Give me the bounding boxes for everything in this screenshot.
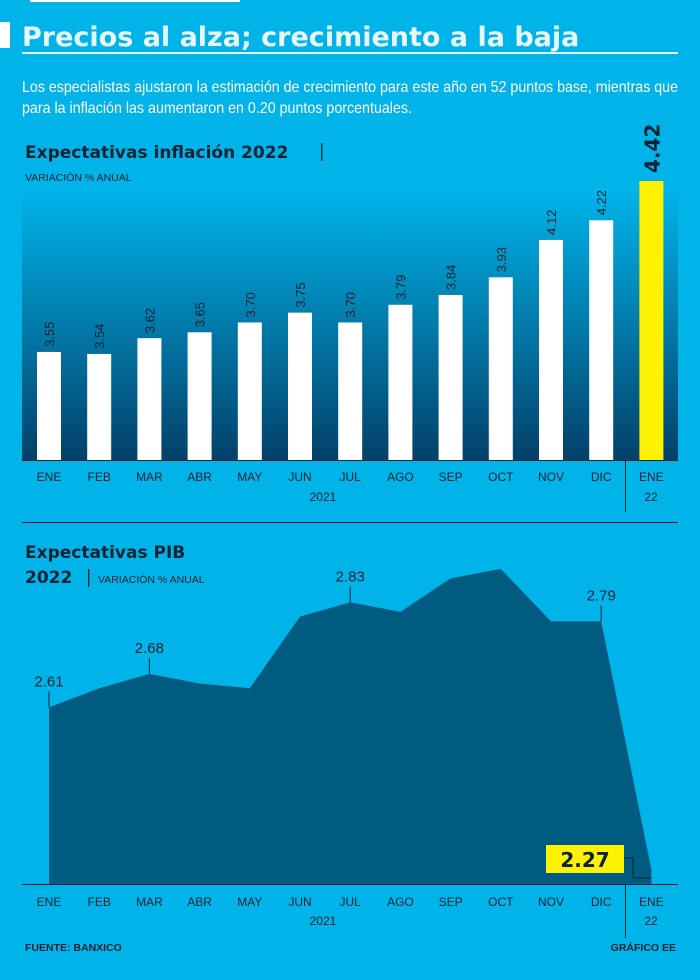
bar-x-tick: SEP bbox=[439, 470, 463, 484]
bar-value-label: 3.79 bbox=[393, 274, 408, 299]
highlight-label-box bbox=[546, 845, 624, 873]
top-rule bbox=[30, 0, 240, 2]
bar-x-tick: JUN bbox=[288, 470, 311, 484]
bar-year-2021: 2021 bbox=[310, 490, 337, 504]
bar-value-label: 4.42 bbox=[640, 124, 664, 173]
bar-chart-axis bbox=[22, 460, 678, 461]
area-x-tick: SEP bbox=[439, 895, 463, 909]
bar-1 bbox=[87, 353, 112, 460]
bar-x-tick: MAY bbox=[237, 470, 262, 484]
bar-value-label: 3.70 bbox=[343, 292, 358, 317]
area-series: ENE FEB MAR ABR MAY JUN JUL AGO SEP OCT NOV DIC ENE 2… bbox=[34, 568, 663, 909]
leader-line bbox=[624, 857, 652, 879]
area-x-tick: ENE bbox=[37, 895, 62, 909]
bar-value-label: 3.62 bbox=[142, 308, 157, 333]
bar-x-tick: MAR bbox=[136, 470, 163, 484]
area-value-label: 2.27 bbox=[560, 848, 609, 872]
area-value-label: 2.61 bbox=[34, 673, 63, 690]
bar-12 bbox=[639, 181, 664, 460]
bar-series: 3.55 ENE 3.54 FEB 3.62 MAR 3.65 ABR 3.70 MAY 3.75 J… bbox=[37, 124, 665, 484]
bar-5 bbox=[288, 312, 312, 460]
section-divider bbox=[22, 522, 678, 523]
bar-value-label: 4.22 bbox=[594, 190, 609, 215]
area-year-2022: 22 bbox=[644, 914, 658, 928]
bar-10 bbox=[539, 239, 563, 460]
bar-value-label: 3.54 bbox=[92, 324, 107, 349]
subtitle-line-2: para la inflación las aumentaron en 0.20… bbox=[22, 100, 412, 117]
subtitle-line-1: Los especialistas ajustaron la estimació… bbox=[22, 79, 678, 96]
bar-value-label: 3.55 bbox=[42, 322, 57, 347]
bar-chart-ylabel: VARIACIÓN % ANUAL bbox=[25, 171, 132, 184]
bar-2 bbox=[137, 338, 162, 460]
bar-value-label: 4.12 bbox=[544, 210, 559, 235]
area-x-tick: DIC bbox=[591, 895, 612, 909]
area-value-label: 2.68 bbox=[135, 640, 164, 657]
bar-7 bbox=[388, 304, 413, 460]
bar-chart-title: Expectativas inflación 2022 bbox=[25, 143, 288, 163]
bar-x-tick: DIC bbox=[591, 470, 612, 484]
area-year-2021: 2021 bbox=[310, 914, 337, 928]
page-title: Precios al alza; crecimiento a la baja bbox=[22, 22, 579, 53]
credit-note: GRÁFICO EE bbox=[611, 941, 676, 954]
area-x-tick: OCT bbox=[488, 895, 514, 909]
area-value-label: 2.83 bbox=[336, 568, 365, 585]
area-x-tick: MAY bbox=[237, 895, 262, 909]
area-x-tick: JUN bbox=[288, 895, 311, 909]
bar-value-label: 3.93 bbox=[494, 247, 509, 272]
bar-x-tick: AGO bbox=[387, 470, 414, 484]
area-x-tick: FEB bbox=[88, 895, 111, 909]
title-marker bbox=[0, 22, 10, 48]
bar-x-tick: ENE bbox=[639, 470, 664, 484]
bar-value-label: 3.70 bbox=[243, 292, 258, 317]
area-year-divider bbox=[625, 884, 626, 938]
bar-6 bbox=[338, 322, 363, 460]
title-separator bbox=[321, 143, 323, 161]
area-fill bbox=[49, 568, 652, 884]
area-x-tick: NOV bbox=[538, 895, 564, 909]
bar-x-tick: OCT bbox=[488, 470, 514, 484]
area-x-tick: JUL bbox=[340, 895, 362, 909]
bar-year-2022: 22 bbox=[644, 490, 658, 504]
bar-11 bbox=[589, 220, 614, 460]
bar-year-divider bbox=[625, 460, 626, 512]
bar-3 bbox=[187, 332, 212, 460]
area-chart-ylabel: VARIACIÓN % ANUAL bbox=[98, 573, 205, 586]
area-chart-axis bbox=[22, 884, 678, 885]
bar-9 bbox=[488, 277, 513, 460]
bar-x-tick: ABR bbox=[187, 470, 212, 484]
area-x-tick: ABR bbox=[187, 895, 212, 909]
title-underline bbox=[22, 52, 678, 54]
bar-value-label: 3.84 bbox=[444, 265, 459, 290]
bar-x-tick: JUL bbox=[340, 470, 362, 484]
area-x-tick: MAR bbox=[136, 895, 163, 909]
bar-8 bbox=[438, 294, 463, 460]
bar-value-label: 3.75 bbox=[293, 282, 308, 307]
area-x-tick: AGO bbox=[387, 895, 414, 909]
bar-0 bbox=[37, 351, 61, 460]
bar-x-tick: FEB bbox=[88, 470, 111, 484]
bar-4 bbox=[237, 322, 262, 460]
bar-value-label: 3.65 bbox=[193, 302, 208, 327]
source-note: FUENTE: BANXICO bbox=[25, 942, 122, 954]
bar-x-tick: NOV bbox=[538, 470, 564, 484]
title-separator-2 bbox=[88, 569, 90, 587]
area-value-label: 2.79 bbox=[587, 587, 616, 604]
area-x-tick: ENE bbox=[639, 895, 664, 909]
bar-x-tick: ENE bbox=[37, 470, 62, 484]
area-chart-title-line2: 2022 bbox=[25, 568, 72, 588]
area-chart-title-line1: Expectativas PIB bbox=[25, 543, 185, 563]
